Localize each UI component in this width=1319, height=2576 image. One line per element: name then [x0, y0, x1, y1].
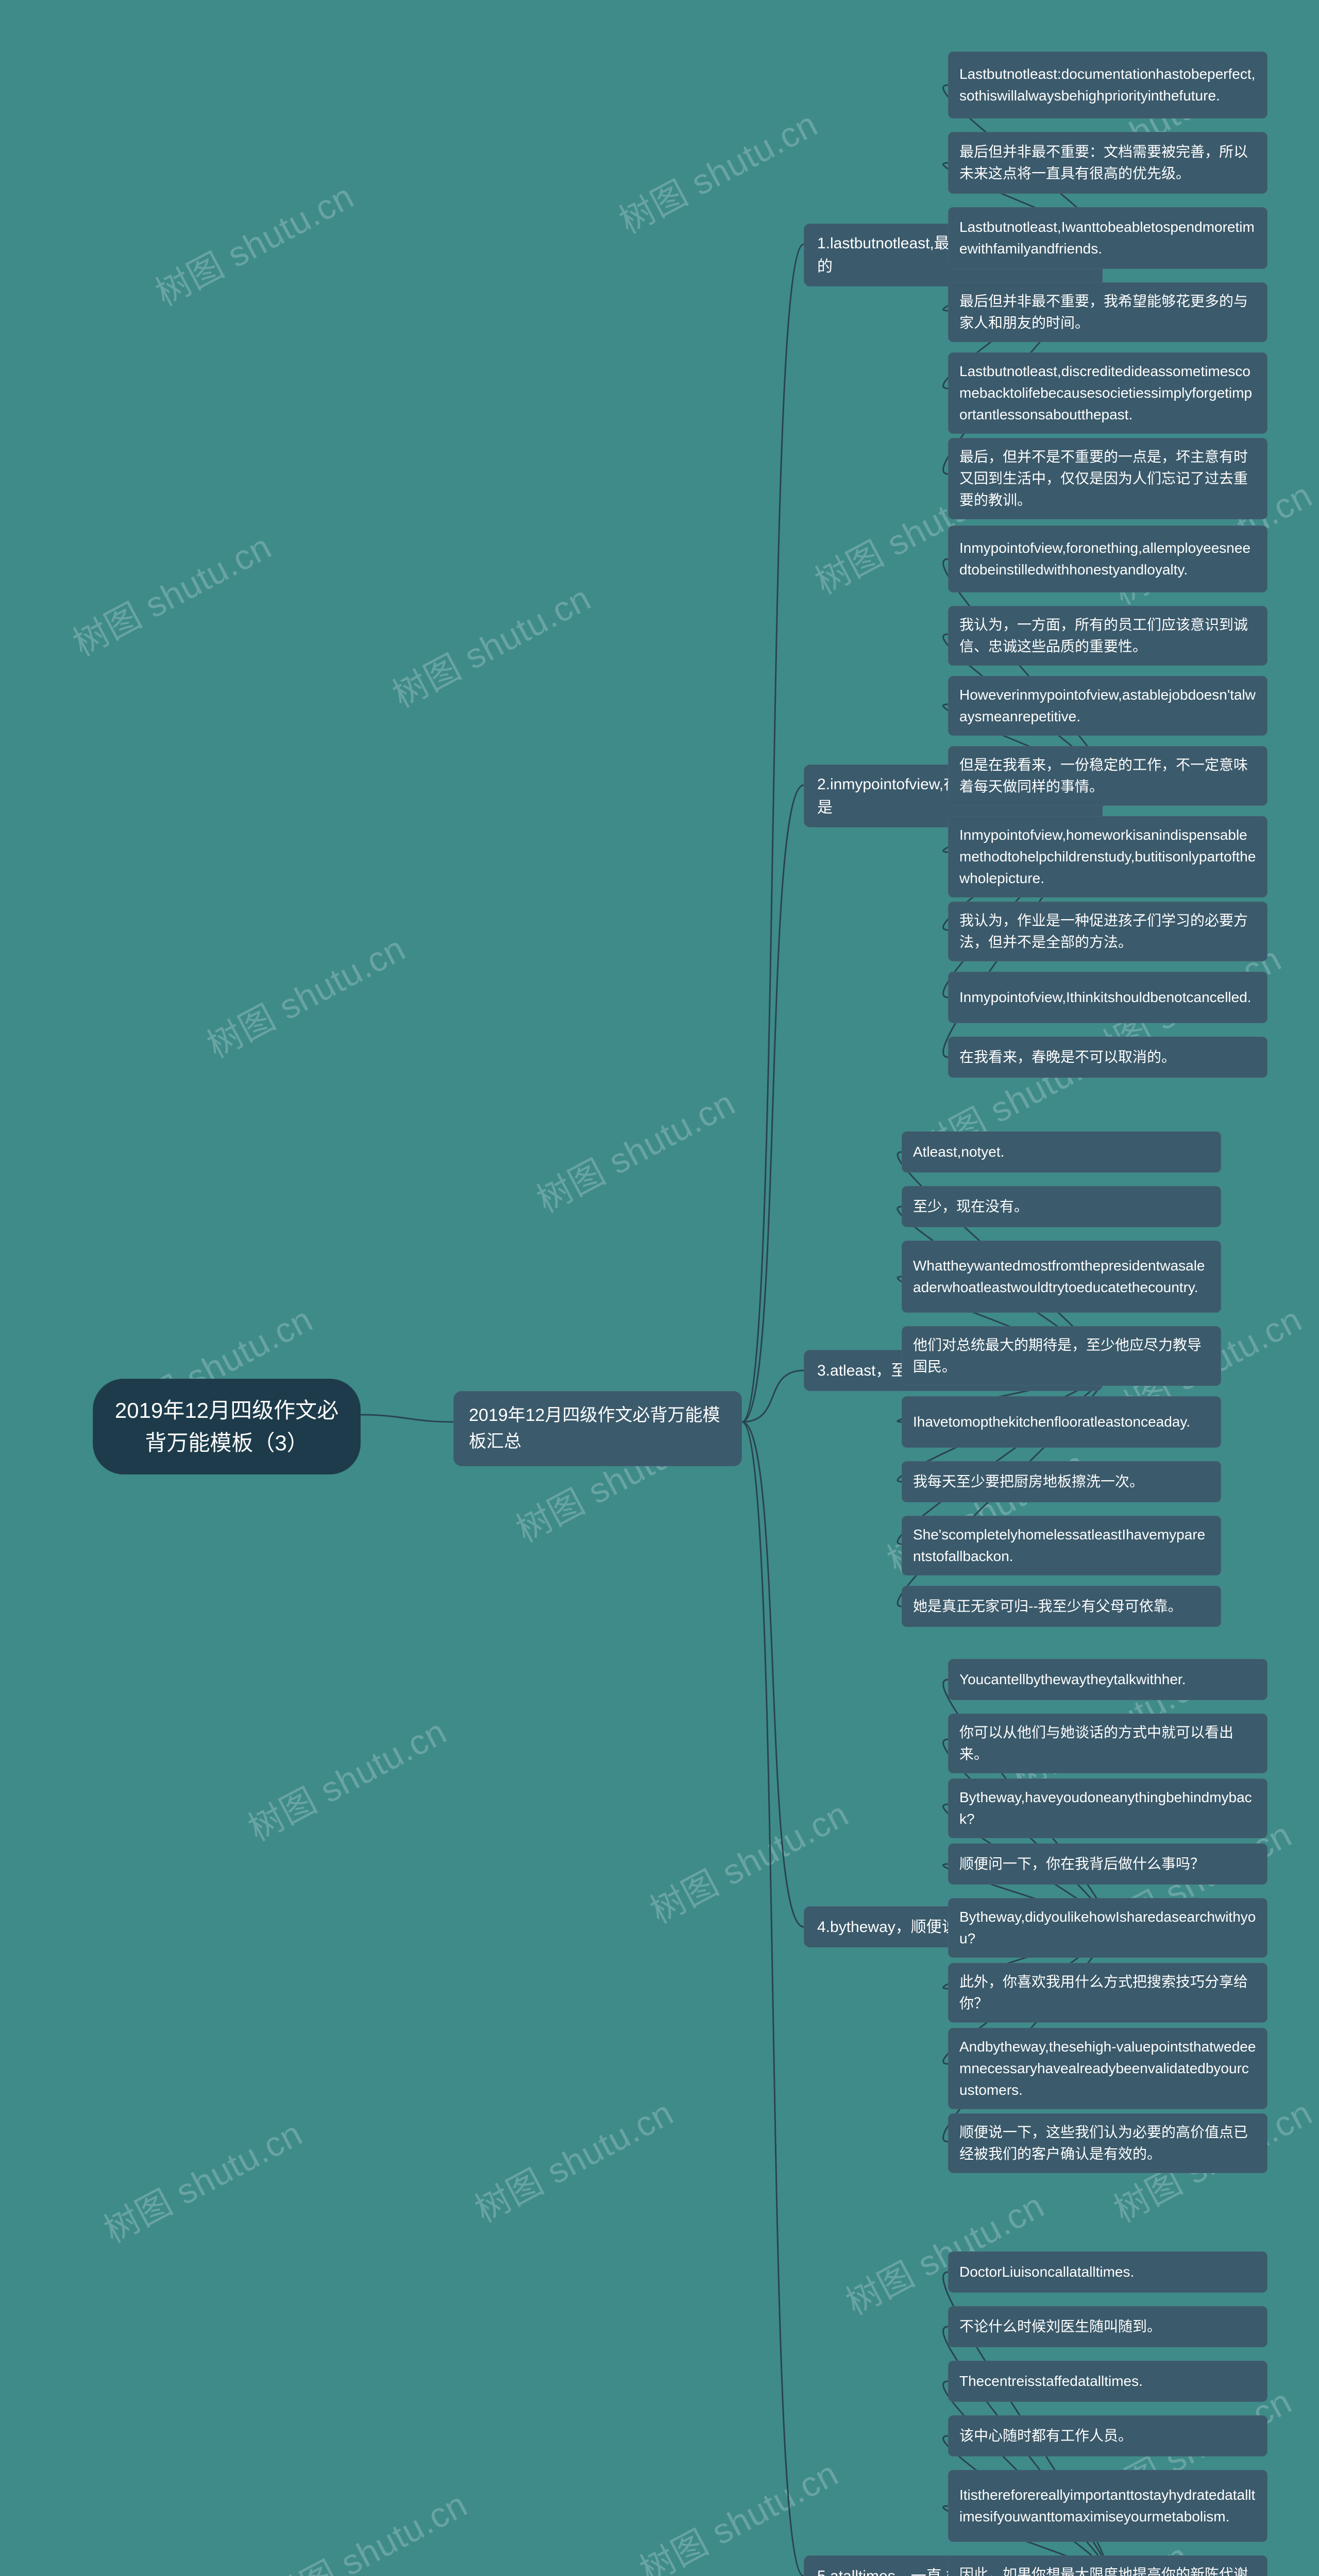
- mindmap-layer: 2019年12月四级作文必背万能模板（3） 2019年12月四级作文必背万能模板汇…: [0, 0, 1319, 2576]
- leaf-node[interactable]: Inmypointofview,Ithinkitshouldbenotcance…: [948, 972, 1267, 1023]
- leaf-node[interactable]: Ihavetomopthekitchenflooratleastonceaday…: [902, 1396, 1221, 1448]
- leaf-node[interactable]: Lastbutnotleast,Iwanttobeabletospendmore…: [948, 207, 1267, 269]
- leaf-node[interactable]: Howeverinmypointofview,astablejobdoesn't…: [948, 676, 1267, 736]
- leaf-node[interactable]: 他们对总统最大的期待是，至少他应尽力教导国民。: [902, 1326, 1221, 1386]
- leaf-node[interactable]: 不论什么时候刘医生随叫随到。: [948, 2306, 1267, 2347]
- leaf-node[interactable]: 此外，你喜欢我用什么方式把搜索技巧分享给你？: [948, 1963, 1267, 2023]
- leaf-node[interactable]: 我认为，一方面，所有的员工们应该意识到诚信、忠诚这些品质的重要性。: [948, 606, 1267, 666]
- leaf-node[interactable]: She'scompletelyhomelessatleastIhavemypar…: [902, 1516, 1221, 1575]
- mindmap-root[interactable]: 2019年12月四级作文必背万能模板（3）: [93, 1379, 361, 1475]
- leaf-node[interactable]: 她是真正无家可归--我至少有父母可依靠。: [902, 1586, 1221, 1627]
- leaf-node[interactable]: 该中心随时都有工作人员。: [948, 2415, 1267, 2456]
- leaf-node[interactable]: 我认为，作业是一种促进孩子们学习的必要方法，但并不是全部的方法。: [948, 902, 1267, 961]
- leaf-node[interactable]: 在我看来，春晚是不可以取消的。: [948, 1037, 1267, 1078]
- leaf-node[interactable]: Bytheway,didyoulikehowIsharedasearchwith…: [948, 1898, 1267, 1958]
- leaf-node[interactable]: Lastbutnotleast,discreditedideassometime…: [948, 352, 1267, 434]
- leaf-node[interactable]: Atleast,notyet.: [902, 1131, 1221, 1173]
- leaf-node[interactable]: 最后但并非最不重要：文档需要被完善，所以未来这点将一直具有很高的优先级。: [948, 132, 1267, 194]
- leaf-node[interactable]: 我每天至少要把厨房地板擦洗一次。: [902, 1461, 1221, 1502]
- leaf-node[interactable]: Inmypointofview,foronething,allemployees…: [948, 526, 1267, 592]
- leaf-node[interactable]: 顺便问一下，你在我背后做什么事吗？: [948, 1843, 1267, 1885]
- leaf-node[interactable]: 最后，但并不是不重要的一点是，坏主意有时又回到生活中，仅仅是因为人们忘记了过去重…: [948, 438, 1267, 519]
- leaf-node[interactable]: 但是在我看来，一份稳定的工作，不一定意味着每天做同样的事情。: [948, 746, 1267, 806]
- leaf-node[interactable]: DoctorLiuisoncallatalltimes.: [948, 2251, 1267, 2293]
- leaf-node[interactable]: 顺便说一下，这些我们认为必要的高价值点已经被我们的客户确认是有效的。: [948, 2113, 1267, 2173]
- leaf-node[interactable]: Itisthereforereallyimportanttostayhydrat…: [948, 2470, 1267, 2542]
- leaf-node[interactable]: Youcantellbythewaytheytalkwithher.: [948, 1659, 1267, 1700]
- leaf-node[interactable]: 因此，如果你想最大限度地提高你的新陈代谢率，始终保持充足的水分是非常重要的。: [948, 2555, 1267, 2576]
- leaf-node[interactable]: 最后但并非最不重要，我希望能够花更多的与家人和朋友的时间。: [948, 282, 1267, 342]
- leaf-node[interactable]: Andbytheway,thesehigh-valuepointsthatwed…: [948, 2028, 1267, 2109]
- mindmap-summary-node[interactable]: 2019年12月四级作文必背万能模板汇总: [453, 1391, 742, 1466]
- leaf-node[interactable]: 至少，现在没有。: [902, 1186, 1221, 1227]
- leaf-node[interactable]: 你可以从他们与她谈话的方式中就可以看出来。: [948, 1714, 1267, 1773]
- leaf-node[interactable]: Inmypointofview,homeworkisanindispensabl…: [948, 816, 1267, 897]
- leaf-node[interactable]: Lastbutnotleast:documentationhastobeperf…: [948, 52, 1267, 118]
- leaf-node[interactable]: Thecentreisstaffedatalltimes.: [948, 2361, 1267, 2402]
- leaf-node[interactable]: Whattheywantedmostfromthepresidentwasale…: [902, 1241, 1221, 1313]
- leaf-node[interactable]: Bytheway,haveyoudoneanythingbehindmyback…: [948, 1778, 1267, 1838]
